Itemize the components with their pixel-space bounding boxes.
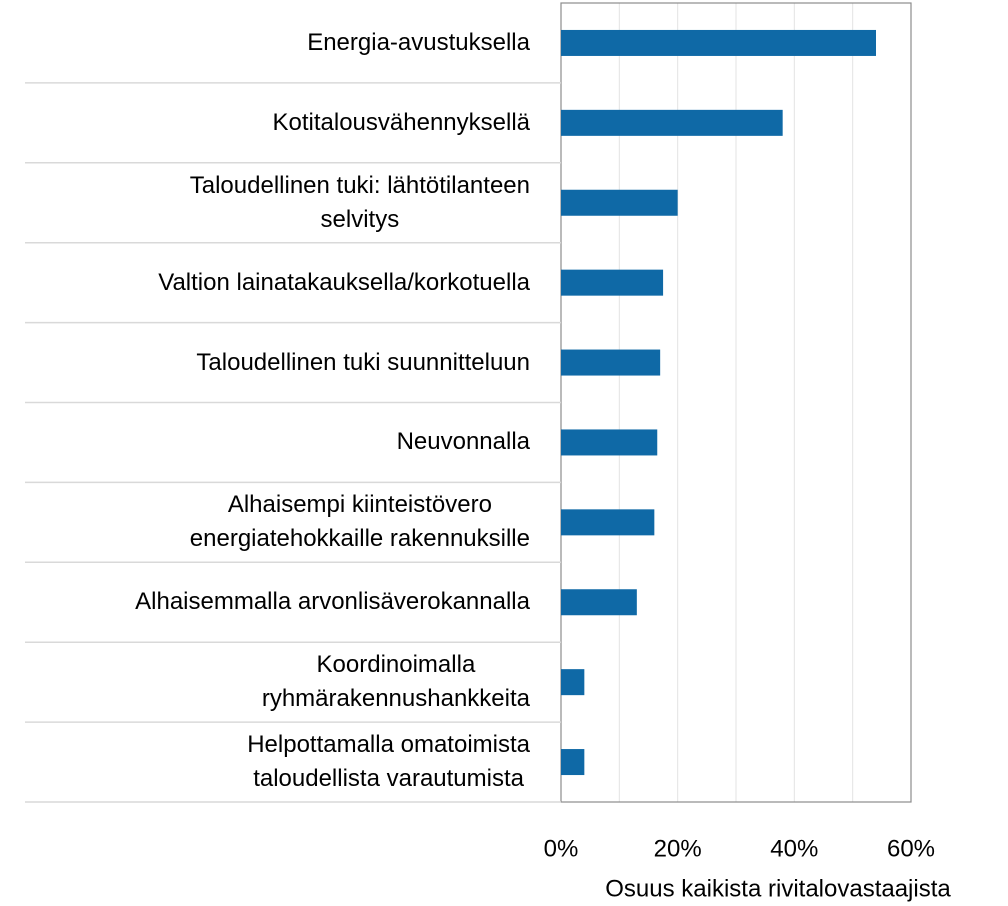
y-tick-label: Helpottamalla omatoimista taloudellista … (247, 731, 530, 793)
x-tick-label: 40% (770, 835, 818, 862)
y-tick-label: Alhaisempi kiinteistövero energiatehokka… (189, 491, 530, 553)
bar (561, 189, 678, 216)
y-tick-label: Valtion lainatakauksella/korkotuella (158, 268, 530, 296)
y-tick-label: Taloudellinen tuki suunnitteluun (196, 348, 530, 376)
bar (561, 749, 585, 776)
x-tick-label: 20% (654, 835, 702, 862)
x-tick-label: 60% (887, 835, 935, 862)
y-tick-label: Neuvonnalla (396, 428, 530, 456)
x-tick-label: 0% (544, 835, 579, 862)
bar (561, 269, 664, 296)
y-tick-label: Koordinoimalla ryhmärakennushankkeita (261, 651, 530, 713)
y-tick-label: Alhaisemmalla arvonlisäverokannalla (135, 588, 530, 616)
bar (561, 669, 585, 696)
bar (561, 349, 661, 376)
bar (561, 109, 783, 136)
x-axis-title: Osuus kaikista rivitalovastaajista (605, 875, 951, 902)
bar (561, 509, 655, 536)
y-tick-label: Taloudellinen tuki: lähtötilanteen selvi… (189, 171, 530, 233)
bar (561, 429, 658, 456)
y-tick-label: Kotitalousvähennyksellä (272, 108, 531, 136)
y-tick-label: Energia-avustuksella (307, 28, 530, 56)
bar (561, 589, 637, 616)
bar (561, 29, 876, 56)
